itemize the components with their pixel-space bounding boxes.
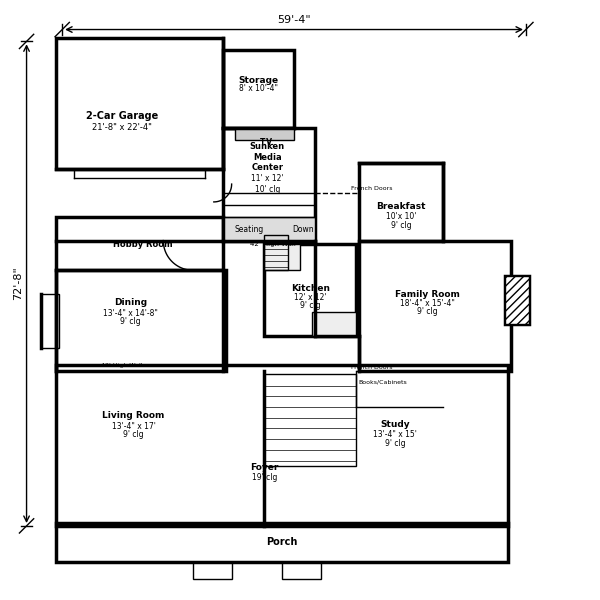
- Text: 10'x 10': 10'x 10': [386, 212, 416, 221]
- Text: Study: Study: [380, 421, 410, 430]
- Text: 19' clg: 19' clg: [251, 473, 277, 482]
- Text: 11' x 12'
10' clg: 11' x 12' 10' clg: [251, 175, 284, 194]
- Bar: [223, 50, 294, 128]
- Text: French Doors: French Doors: [350, 365, 392, 370]
- Text: Living Room: Living Room: [103, 412, 165, 421]
- Bar: [505, 276, 529, 324]
- Text: Down: Down: [292, 226, 314, 235]
- Bar: [41, 294, 59, 347]
- Text: 9' clg: 9' clg: [120, 317, 141, 326]
- Text: 12' x 12': 12' x 12': [295, 293, 327, 302]
- Bar: [223, 128, 315, 241]
- Bar: [56, 217, 223, 270]
- Bar: [359, 241, 511, 371]
- Bar: [56, 38, 223, 169]
- Text: French Doors: French Doors: [350, 187, 392, 191]
- Text: 9' clg: 9' clg: [301, 301, 321, 310]
- Text: 9' clg: 9' clg: [385, 439, 406, 448]
- Text: 9' clg: 9' clg: [391, 221, 412, 230]
- Bar: [505, 276, 529, 324]
- Text: Porch: Porch: [266, 537, 298, 547]
- Bar: [359, 163, 443, 241]
- Text: 2-Car Garage: 2-Car Garage: [86, 111, 158, 121]
- Text: 9' clg: 9' clg: [123, 430, 144, 439]
- Text: Seating: Seating: [235, 226, 264, 235]
- Bar: [265, 374, 356, 466]
- Text: Dining: Dining: [114, 298, 147, 307]
- Text: 59'-4": 59'-4": [277, 16, 311, 25]
- Text: Breakfast: Breakfast: [376, 202, 426, 211]
- Text: 13'-4" x 17': 13'-4" x 17': [112, 422, 155, 431]
- Text: Hobby Room: Hobby Room: [113, 240, 172, 249]
- Bar: [56, 270, 226, 371]
- Text: Family Room: Family Room: [395, 290, 460, 299]
- Bar: [193, 562, 232, 580]
- Text: 42' High Wall: 42' High Wall: [101, 363, 142, 368]
- Text: 18'-4" x 15'-4": 18'-4" x 15'-4": [400, 299, 455, 308]
- Bar: [265, 235, 288, 270]
- Bar: [312, 312, 356, 335]
- Text: Foyer: Foyer: [250, 463, 278, 472]
- Text: 21'-8" x 22'-4": 21'-8" x 22'-4": [92, 123, 152, 132]
- Text: 13'-4" x 15': 13'-4" x 15': [373, 430, 417, 439]
- Text: Storage: Storage: [238, 76, 278, 85]
- Bar: [282, 562, 321, 580]
- Bar: [56, 523, 508, 562]
- Text: Kitchen: Kitchen: [291, 284, 330, 293]
- Text: Books/Cabinets: Books/Cabinets: [359, 380, 407, 385]
- Text: T.V.: T.V.: [260, 138, 275, 147]
- Text: 42' High Wall: 42' High Wall: [250, 241, 296, 247]
- Bar: [56, 365, 508, 526]
- Text: Sunken
Media
Center: Sunken Media Center: [250, 142, 285, 172]
- Text: 72'-8": 72'-8": [13, 266, 23, 300]
- Text: 8' x 10'-4": 8' x 10'-4": [239, 85, 278, 94]
- Text: 9' clg: 9' clg: [418, 307, 438, 316]
- Bar: [265, 244, 300, 270]
- Text: 13'-4" x 14'-8": 13'-4" x 14'-8": [103, 308, 158, 317]
- Bar: [235, 128, 294, 140]
- Bar: [265, 244, 356, 335]
- Bar: [223, 217, 315, 241]
